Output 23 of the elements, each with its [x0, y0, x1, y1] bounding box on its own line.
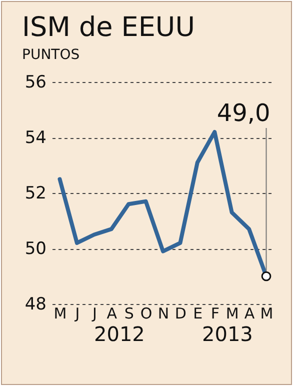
chart-subtitle: PUNTOS — [22, 47, 80, 63]
x-tick-label: E — [193, 304, 203, 322]
y-tick-label: 48 — [24, 294, 46, 314]
y-tick-label: 50 — [24, 239, 46, 259]
text: 2012 — [94, 322, 145, 346]
data-label: 49,0 — [216, 99, 270, 127]
x-tick-label: M — [54, 304, 67, 322]
y-tick-label: 54 — [24, 128, 46, 148]
x-tick-label: A — [244, 304, 256, 322]
y-tick-label: 56 — [24, 72, 46, 92]
x-tick-label: S — [124, 304, 134, 322]
y-tick-label: 52 — [24, 184, 46, 204]
x-tick-label: N — [158, 304, 170, 322]
x-tick-label: D — [174, 304, 186, 322]
text: 2013 — [202, 322, 253, 346]
x-tick-label: F — [210, 304, 220, 322]
x-tick-label: J — [91, 304, 97, 322]
x-tick-label: J — [74, 304, 80, 322]
x-tick-label: M — [260, 304, 274, 322]
x-tick-label: M — [226, 304, 239, 322]
x-tick-label: A — [106, 304, 118, 322]
chart-title: ISM de EEUU — [22, 12, 195, 43]
x-tick-label: O — [140, 304, 152, 322]
